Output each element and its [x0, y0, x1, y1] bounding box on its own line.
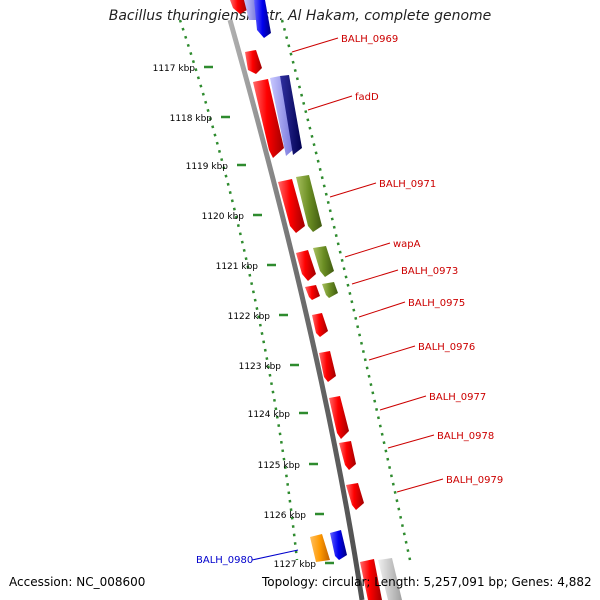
gene-arrow[interactable] [270, 76, 295, 156]
gene-arrow[interactable] [360, 559, 382, 600]
gene-label[interactable]: BALH_0980 [196, 555, 253, 566]
gene-arrow[interactable] [313, 246, 334, 277]
ruler-tick-label: 1122 kbp [228, 312, 271, 322]
gene-arrow[interactable] [319, 351, 336, 382]
ruler-tick-label: 1117 kbp [153, 64, 196, 74]
gene-leader-line [387, 434, 435, 449]
genome-title: Bacillus thuringiensis str. Al Hakam, co… [108, 8, 492, 24]
gene-leader-line [329, 182, 377, 198]
gene-label[interactable]: BALH_0979 [446, 475, 503, 486]
gene-leader-line [251, 549, 299, 561]
gene-label[interactable]: BALH_0978 [437, 431, 494, 442]
ruler-tick-label: 1118 kbp [170, 114, 213, 124]
gene-leader-line [291, 37, 339, 53]
gene-leader-line [307, 95, 353, 111]
gene-leader-line [351, 269, 399, 285]
gene-label[interactable]: BALH_0977 [429, 392, 486, 403]
gene-label[interactable]: BALH_0975 [408, 298, 465, 309]
gene-arrow[interactable] [253, 79, 284, 158]
ruler-tick-label: 1121 kbp [216, 262, 259, 272]
ruler-tick-label: 1124 kbp [248, 410, 291, 420]
gene-arrow[interactable] [310, 534, 330, 562]
gene-arrow[interactable] [330, 530, 347, 560]
gene-arrow[interactable] [378, 558, 402, 600]
gene-arrow[interactable] [296, 250, 316, 281]
gene-arrow[interactable] [346, 483, 364, 510]
gene-arrow[interactable] [278, 179, 305, 233]
ruler-tick-label: 1120 kbp [202, 212, 245, 222]
gene-arrow[interactable] [329, 396, 349, 439]
ruler-tick-label: 1127 kbp [274, 560, 317, 570]
gene-label[interactable]: fadD [355, 92, 379, 103]
gene-arrow[interactable] [245, 50, 262, 74]
gene-label[interactable]: BALH_0969 [341, 34, 398, 45]
gene-arrow[interactable] [305, 285, 320, 300]
gene-leader-line [379, 395, 427, 411]
ruler-tick-label: 1123 kbp [239, 362, 282, 372]
gene-label[interactable]: wapA [393, 239, 421, 250]
ruler-tick-label: 1125 kbp [258, 461, 301, 471]
genome-backbone [227, 19, 365, 600]
ruler-tick-label: 1119 kbp [186, 162, 229, 172]
gene-arrow[interactable] [254, 0, 271, 38]
accession-text: Accession: NC_008600 [9, 575, 146, 589]
gene-leader-line [344, 242, 391, 258]
gene-leader-line [358, 301, 406, 318]
gene-arrow[interactable] [339, 441, 356, 470]
gene-leader-line [368, 345, 416, 361]
outer-guide [280, 19, 412, 561]
gene-arrow[interactable] [312, 313, 328, 337]
gene-label[interactable]: BALH_0976 [418, 342, 475, 353]
genome-summary-text: Topology: circular; Length: 5,257,091 bp… [262, 575, 592, 589]
gene-arrow[interactable] [230, 0, 247, 14]
gene-label[interactable]: BALH_0973 [401, 266, 458, 277]
gene-arrow[interactable] [322, 282, 338, 298]
gene-label[interactable]: BALH_0971 [379, 179, 436, 190]
gene-arrow[interactable] [280, 75, 302, 155]
gene-arrow[interactable] [296, 175, 322, 232]
gene-leader-line [396, 478, 444, 493]
ruler-tick-label: 1126 kbp [264, 511, 307, 521]
